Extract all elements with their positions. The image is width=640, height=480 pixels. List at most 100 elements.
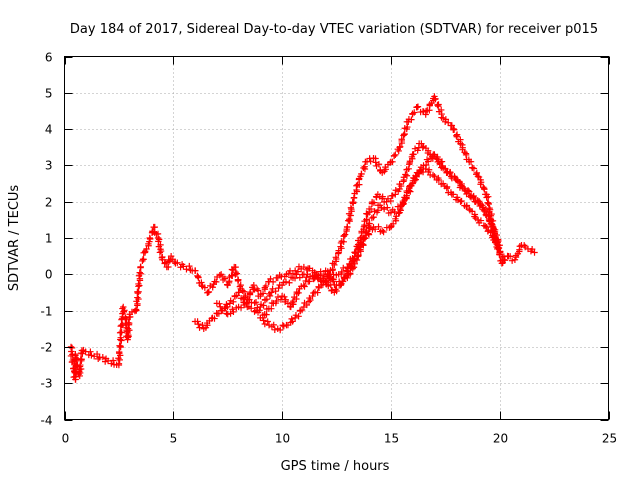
data-point bbox=[221, 275, 229, 282]
data-point bbox=[117, 329, 125, 336]
data-point bbox=[317, 268, 324, 275]
data-point bbox=[93, 350, 101, 358]
data-point bbox=[254, 304, 261, 311]
data-point bbox=[234, 277, 242, 285]
data-point bbox=[458, 197, 465, 205]
data-point bbox=[335, 271, 342, 278]
data-point bbox=[363, 216, 371, 224]
data-point bbox=[409, 180, 416, 187]
data-point bbox=[459, 144, 466, 151]
data-point bbox=[477, 179, 485, 186]
data-point bbox=[407, 188, 414, 195]
data-point bbox=[318, 281, 325, 289]
data-point bbox=[370, 199, 378, 206]
data-point bbox=[217, 303, 224, 310]
data-point bbox=[380, 205, 388, 213]
x-tick-label: 25 bbox=[602, 432, 617, 446]
data-point bbox=[474, 216, 482, 224]
data-point bbox=[466, 158, 473, 165]
data-point bbox=[72, 350, 79, 358]
data-point bbox=[247, 288, 254, 296]
data-point bbox=[209, 284, 216, 291]
grid bbox=[64, 56, 609, 420]
data-point bbox=[120, 308, 128, 315]
data-point bbox=[462, 150, 470, 157]
data-point bbox=[343, 267, 350, 274]
data-point bbox=[95, 355, 102, 363]
data-point bbox=[191, 318, 199, 325]
chart-title: Day 184 of 2017, Sidereal Day-to-day VTE… bbox=[70, 22, 598, 37]
data-point bbox=[488, 221, 496, 228]
data-point bbox=[278, 281, 286, 289]
data-point bbox=[266, 292, 274, 300]
data-point bbox=[224, 281, 231, 289]
data-point bbox=[418, 140, 425, 147]
data-point bbox=[333, 255, 340, 263]
y-tick-label: 1 bbox=[45, 232, 53, 246]
data-point bbox=[78, 347, 86, 354]
data-point bbox=[231, 263, 238, 271]
data-point bbox=[88, 352, 95, 359]
data-point bbox=[435, 103, 442, 110]
data-point bbox=[118, 337, 125, 344]
y-tick-label: 2 bbox=[45, 196, 53, 210]
data-point bbox=[420, 162, 427, 169]
data-point bbox=[483, 223, 490, 231]
data-point bbox=[124, 336, 131, 343]
data-point bbox=[341, 231, 349, 238]
data-point bbox=[387, 158, 395, 165]
data-point bbox=[109, 357, 117, 364]
data-point bbox=[283, 271, 290, 278]
data-point bbox=[463, 202, 471, 209]
data-point bbox=[346, 270, 354, 278]
data-point bbox=[344, 274, 351, 282]
data-point bbox=[159, 256, 166, 263]
data-point bbox=[70, 365, 77, 372]
data-point bbox=[376, 202, 384, 209]
data-point bbox=[293, 271, 300, 278]
data-point bbox=[446, 170, 453, 177]
data-point bbox=[335, 249, 342, 256]
data-point bbox=[154, 234, 162, 242]
data-point bbox=[431, 93, 438, 100]
data-point bbox=[398, 202, 405, 209]
data-point bbox=[76, 372, 83, 380]
data-point bbox=[191, 267, 199, 274]
data-point bbox=[413, 104, 421, 111]
data-point bbox=[398, 137, 405, 145]
data-point bbox=[363, 227, 370, 235]
data-point bbox=[378, 227, 386, 234]
data-point bbox=[470, 192, 477, 200]
data-point bbox=[233, 270, 241, 277]
data-point bbox=[439, 180, 447, 187]
y-tick-label: 6 bbox=[45, 51, 53, 65]
data-point bbox=[493, 231, 501, 239]
data-point bbox=[237, 285, 244, 293]
y-axis-label: SDTVAR / TECUs bbox=[7, 185, 22, 292]
data-point bbox=[180, 263, 187, 270]
data-point bbox=[363, 158, 371, 165]
data-point bbox=[224, 311, 231, 318]
data-point bbox=[136, 269, 143, 276]
data-point bbox=[300, 303, 308, 311]
data-point bbox=[261, 286, 269, 293]
data-points bbox=[67, 93, 538, 383]
data-point bbox=[325, 271, 333, 278]
data-point bbox=[309, 267, 316, 274]
data-point bbox=[339, 277, 346, 285]
data-point bbox=[360, 242, 367, 249]
y-tick-label: 0 bbox=[45, 268, 53, 282]
data-point bbox=[275, 284, 282, 292]
data-point bbox=[201, 284, 209, 291]
data-point bbox=[291, 267, 299, 274]
y-tick-label: 3 bbox=[45, 159, 53, 173]
data-point bbox=[448, 191, 456, 198]
data-point bbox=[405, 187, 413, 194]
data-point bbox=[122, 314, 129, 322]
data-point bbox=[172, 260, 179, 267]
data-point bbox=[286, 279, 293, 286]
data-point bbox=[163, 263, 170, 271]
data-point bbox=[387, 223, 395, 231]
data-point bbox=[251, 299, 258, 307]
data-point bbox=[125, 319, 133, 327]
